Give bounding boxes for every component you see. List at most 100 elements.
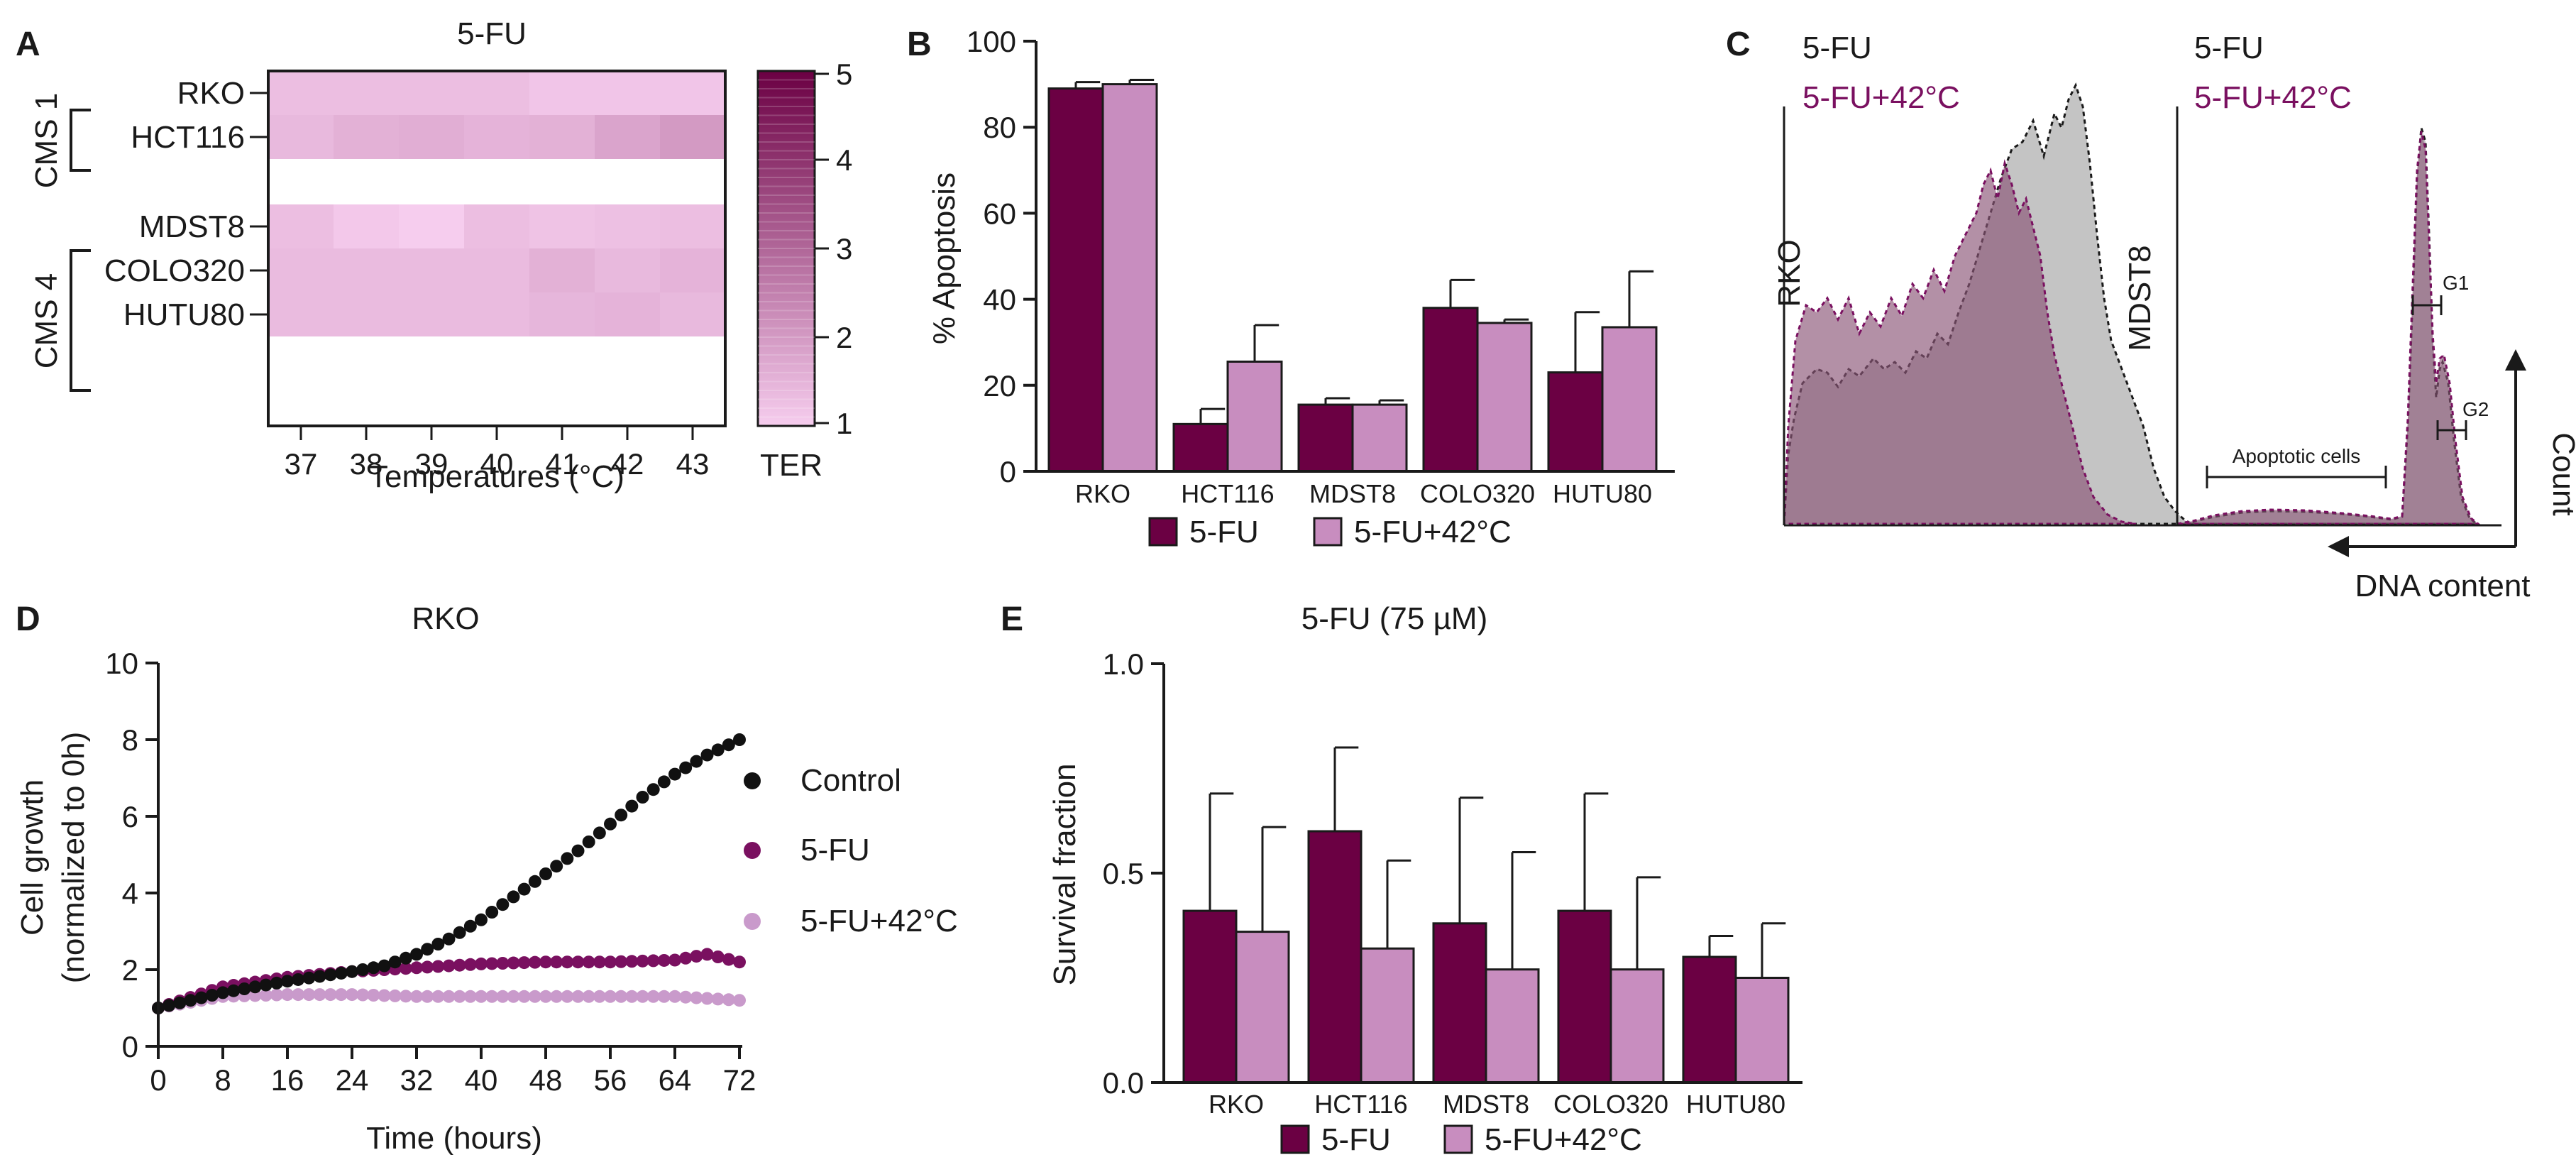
growth-point-2 bbox=[324, 988, 337, 1002]
growth-point-2 bbox=[646, 990, 660, 1003]
panel-d-letter: D bbox=[16, 601, 40, 638]
growth-point-2 bbox=[346, 988, 358, 1002]
error-bar bbox=[1261, 826, 1287, 932]
growth-point-0 bbox=[227, 984, 241, 997]
growth-y-tick-label: 10 bbox=[105, 647, 138, 680]
growth-xticks: 0 8 16 24 32 40 48 56 64 72 bbox=[150, 1046, 756, 1097]
growth-point-2 bbox=[313, 988, 326, 1002]
growth-title: RKO bbox=[412, 601, 479, 636]
apoptosis-ylabel: % Apoptosis bbox=[927, 172, 962, 344]
growth-point-0 bbox=[485, 906, 499, 919]
growth-point-2 bbox=[431, 990, 445, 1003]
bar-fu bbox=[1422, 307, 1479, 473]
heatmap-cell bbox=[464, 204, 529, 248]
growth-x-tick-label: 40 bbox=[465, 1063, 498, 1097]
c-left-legend-fu42: 5-FU+42°C bbox=[1802, 80, 1960, 115]
growth-point-2 bbox=[475, 990, 488, 1003]
growth-point-1 bbox=[485, 957, 499, 970]
growth-y-tick-label: 2 bbox=[122, 953, 138, 987]
heatmap-cell bbox=[529, 248, 595, 292]
growth-x-tick-label: 72 bbox=[723, 1063, 756, 1097]
heatmap-cell bbox=[334, 248, 399, 292]
heatmap-cell bbox=[464, 115, 529, 159]
growth-point-0 bbox=[194, 991, 208, 1004]
error-bar bbox=[1449, 278, 1475, 308]
heatmap-col-label: 40 bbox=[480, 447, 514, 481]
growth-point-1 bbox=[431, 960, 445, 973]
growth-point-2 bbox=[496, 990, 510, 1003]
survival-xlabels: RKO HCT116 MDST8 COLO320 HUTU80 bbox=[1209, 1090, 1785, 1119]
bar-fu42 bbox=[1360, 947, 1415, 1084]
growth-point-0 bbox=[248, 980, 262, 994]
rko-histogram-label: RKO bbox=[1772, 239, 1807, 307]
bar-fu42 bbox=[1476, 322, 1533, 473]
error-bar bbox=[1583, 792, 1609, 911]
growth-point-1 bbox=[550, 955, 563, 969]
heatmap-cell bbox=[268, 71, 334, 115]
legend-marker-control bbox=[744, 772, 761, 789]
growth-point-2 bbox=[378, 989, 391, 1002]
growth-point-0 bbox=[292, 972, 305, 986]
bar-fu42 bbox=[1485, 968, 1540, 1084]
y-tick-label: 1.0 bbox=[1103, 647, 1144, 681]
survival-title: 5-FU (75 µM) bbox=[1301, 601, 1487, 636]
growth-point-0 bbox=[711, 743, 725, 757]
panel-d: D RKO Cell growth (normalized to 0h) 024… bbox=[15, 601, 958, 1156]
growth-point-0 bbox=[463, 919, 477, 933]
growth-point-2 bbox=[485, 990, 499, 1003]
g2-gate bbox=[2436, 420, 2467, 440]
dna-arrowhead bbox=[2328, 536, 2349, 557]
growth-point-0 bbox=[334, 966, 348, 980]
heatmap-cell bbox=[529, 204, 595, 248]
growth-point-2 bbox=[517, 990, 531, 1003]
growth-point-1 bbox=[615, 955, 628, 968]
heatmap-row-label: HCT116 bbox=[131, 120, 245, 155]
growth-point-2 bbox=[679, 990, 693, 1004]
growth-point-2 bbox=[604, 990, 617, 1003]
error-bar bbox=[1636, 876, 1661, 970]
bar-fu bbox=[1047, 87, 1104, 473]
growth-y-tick-label: 4 bbox=[122, 877, 138, 910]
growth-point-2 bbox=[690, 991, 703, 1004]
growth-x-tick-label: 48 bbox=[529, 1063, 563, 1097]
growth-point-1 bbox=[410, 961, 423, 975]
heatmap-title: 5-FU bbox=[457, 16, 527, 51]
heatmap-cell bbox=[334, 71, 399, 115]
growth-point-0 bbox=[561, 852, 574, 865]
heatmap-cell bbox=[268, 292, 334, 336]
g1-label: G1 bbox=[2443, 272, 2469, 294]
growth-point-0 bbox=[163, 999, 176, 1012]
growth-point-0 bbox=[346, 965, 358, 978]
colorbar-tick-label: 5 bbox=[836, 57, 852, 91]
growth-x-tick-label: 32 bbox=[400, 1063, 434, 1097]
growth-point-0 bbox=[528, 875, 541, 888]
survival-bars bbox=[1182, 746, 1790, 1084]
panel-e: E 5-FU (75 µM) Survival fraction 0.0 0.5 1… bbox=[1001, 601, 1802, 1157]
growth-point-0 bbox=[700, 748, 714, 762]
growth-point-1 bbox=[399, 962, 412, 975]
bar-fu42 bbox=[1734, 977, 1790, 1084]
legend-label-survival-fu42: 5-FU+42°C bbox=[1485, 1122, 1642, 1157]
heatmap-row-label: HUTU80 bbox=[123, 297, 245, 332]
growth-point-1 bbox=[442, 959, 456, 972]
growth-xlabel: Time (hours) bbox=[366, 1121, 542, 1156]
growth-point-1 bbox=[711, 950, 725, 963]
growth-point-0 bbox=[550, 860, 563, 873]
growth-point-1 bbox=[582, 955, 595, 969]
legend-marker-fu42 bbox=[744, 913, 761, 930]
growth-point-0 bbox=[431, 938, 445, 950]
growth-point-0 bbox=[259, 978, 273, 992]
y-tick-label: 20 bbox=[983, 369, 1016, 402]
x-category-label: HCT116 bbox=[1181, 479, 1274, 508]
error-bar bbox=[1458, 796, 1484, 924]
growth-point-0 bbox=[442, 932, 456, 946]
growth-point-0 bbox=[733, 733, 746, 746]
apoptosis-legend: 5-FU 5-FU+42°C bbox=[1148, 515, 1512, 549]
survival-legend: 5-FU 5-FU+42°C bbox=[1280, 1122, 1642, 1157]
heatmap-cell bbox=[334, 292, 399, 336]
apoptotic-gate bbox=[2206, 466, 2387, 488]
growth-point-0 bbox=[668, 767, 681, 781]
growth-point-1 bbox=[646, 954, 660, 968]
